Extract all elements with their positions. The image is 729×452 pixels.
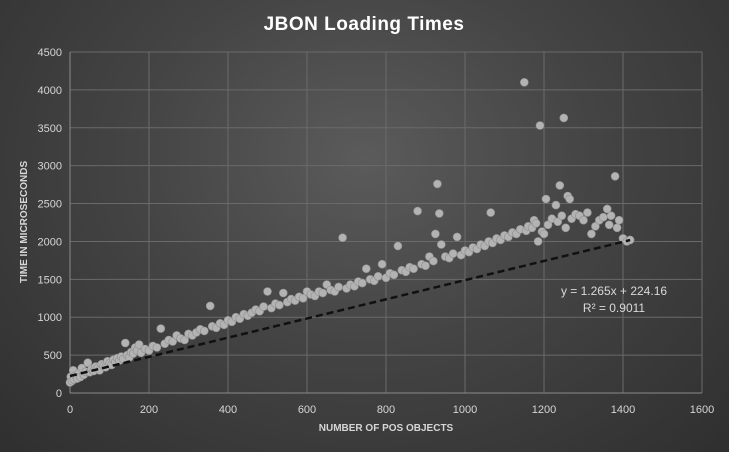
data-point <box>263 287 272 296</box>
trendline-group <box>69 238 631 378</box>
data-point <box>598 212 608 222</box>
data-point <box>429 256 438 266</box>
y-axis-label: TIME IN MICROSECONDS <box>19 161 30 284</box>
tick-labels: 0 200 400 600 800 1000 1200 1400 1600 0 500 1000 150… <box>38 47 715 416</box>
data-point <box>421 261 430 271</box>
y-tick-label: 2000 <box>38 236 62 248</box>
data-point <box>377 259 387 269</box>
data-point <box>551 200 561 210</box>
data-point <box>200 326 209 336</box>
x-tick-label: 0 <box>67 404 73 416</box>
data-point <box>541 194 551 204</box>
data-point <box>557 211 567 220</box>
data-point <box>565 194 575 204</box>
data-point <box>579 215 588 225</box>
x-tick-label: 200 <box>140 404 158 416</box>
x-tick-label: 400 <box>219 404 237 416</box>
y-tick-label: 4000 <box>38 85 62 97</box>
data-point <box>152 343 162 352</box>
data-point <box>436 240 446 249</box>
data-point <box>561 223 571 233</box>
data-point <box>168 337 177 346</box>
data-point <box>318 288 328 298</box>
x-tick-label: 1000 <box>453 404 477 416</box>
data-point <box>338 233 347 242</box>
chart-title: JBON Loading Times <box>264 14 465 35</box>
trendline-equation: y = 1.265x + 224.16 <box>561 284 667 298</box>
data-point <box>559 113 569 123</box>
data-point <box>205 301 215 311</box>
data-point <box>431 229 440 239</box>
data-point <box>519 78 529 87</box>
data-point <box>156 324 166 333</box>
data-point <box>604 220 614 230</box>
data-point <box>531 219 541 228</box>
grid-lines <box>69 51 703 394</box>
data-point <box>434 209 444 218</box>
data-point <box>433 179 442 189</box>
data-point <box>583 208 592 217</box>
data-point <box>180 335 189 345</box>
data-point <box>543 220 553 230</box>
data-point <box>553 217 563 226</box>
data-point <box>393 241 403 251</box>
y-tick-label: 2500 <box>38 199 62 211</box>
x-tick-label: 600 <box>298 404 316 416</box>
data-point <box>614 215 624 225</box>
data-point <box>606 211 616 220</box>
trendline <box>69 238 631 378</box>
data-point <box>486 208 496 217</box>
data-point <box>278 288 288 298</box>
data-point <box>539 229 549 239</box>
y-tick-label: 1000 <box>38 312 62 324</box>
data-point <box>259 302 268 311</box>
x-tick-label: 1600 <box>690 404 714 416</box>
data-point <box>134 340 144 349</box>
data-point <box>334 282 343 292</box>
data-points <box>65 78 635 387</box>
data-point <box>452 232 462 242</box>
data-point <box>83 358 93 368</box>
data-point <box>361 264 371 274</box>
data-point <box>275 300 284 310</box>
data-point <box>298 293 308 303</box>
y-tick-label: 500 <box>44 350 62 362</box>
data-point <box>587 229 596 239</box>
data-point <box>591 222 600 231</box>
data-point <box>121 338 130 348</box>
data-point <box>612 223 622 233</box>
x-axis-label: NUMBER OF POS OBJECTS <box>319 423 454 434</box>
data-point <box>409 264 418 274</box>
y-tick-label: 3500 <box>38 123 62 135</box>
data-point <box>357 278 367 288</box>
data-point <box>448 249 458 258</box>
y-tick-label: 1500 <box>38 274 62 286</box>
data-point <box>389 270 399 280</box>
data-point <box>555 181 565 190</box>
data-point <box>535 121 545 130</box>
x-tick-label: 800 <box>377 404 395 416</box>
data-point <box>533 237 543 246</box>
data-point <box>610 172 620 181</box>
x-tick-label: 1200 <box>532 404 556 416</box>
y-tick-label: 3000 <box>38 161 62 173</box>
data-point <box>373 271 383 281</box>
y-tick-label: 4500 <box>38 47 62 59</box>
y-tick-label: 0 <box>56 388 62 400</box>
x-tick-label: 1400 <box>611 404 635 416</box>
trendline-r-squared: R² = 0.9011 <box>583 301 645 315</box>
data-point <box>413 206 422 216</box>
data-point <box>602 204 612 214</box>
